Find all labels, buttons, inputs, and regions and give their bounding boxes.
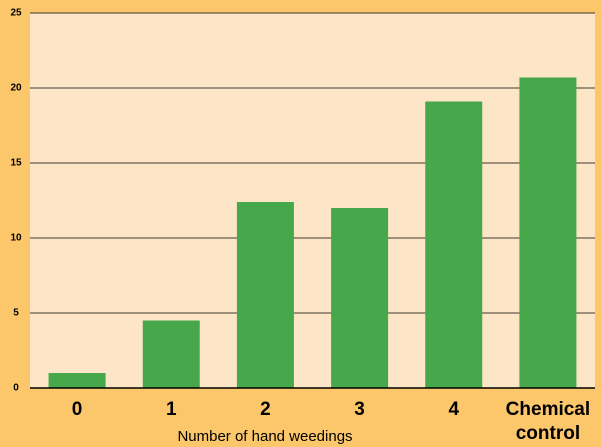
- x-tick-label: 0: [72, 399, 83, 420]
- x-tick-label: 3: [354, 399, 365, 420]
- y-tick-label: 20: [10, 83, 22, 94]
- x-axis-label: Number of hand weedings: [177, 428, 352, 445]
- y-tick-label: 5: [13, 308, 19, 319]
- x-tick-label: 1: [166, 399, 177, 420]
- x-tick-label: 4: [448, 399, 459, 420]
- bar: [48, 373, 106, 388]
- bar: [519, 77, 577, 388]
- bar: [331, 208, 389, 388]
- x-tick-label: 2: [260, 399, 271, 420]
- plot-area: [30, 13, 595, 388]
- x-tick-label: Chemical control: [506, 399, 590, 444]
- y-tick-label: 0: [13, 383, 19, 394]
- y-tick-label: 25: [10, 8, 22, 19]
- bar: [236, 202, 294, 388]
- y-tick-label: 10: [10, 233, 22, 244]
- bar: [142, 320, 200, 388]
- bar: [425, 101, 483, 388]
- y-tick-label: 15: [10, 158, 22, 169]
